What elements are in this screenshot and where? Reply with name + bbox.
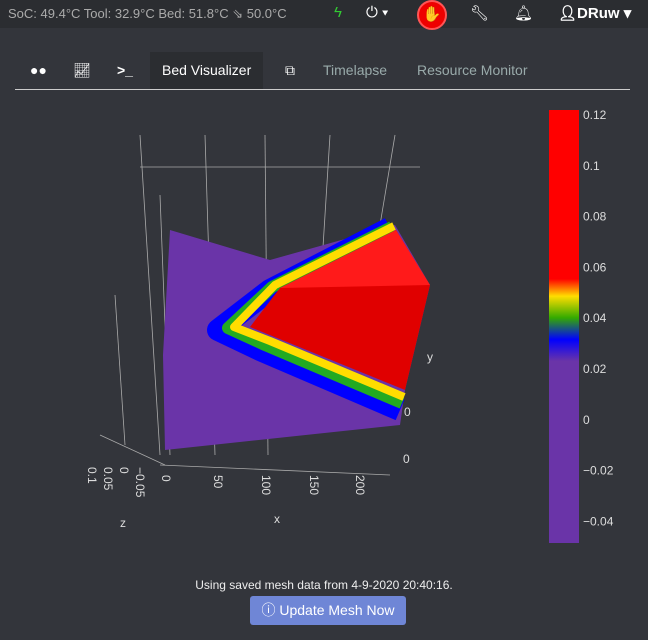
x-tick: 100 [259,475,273,495]
x-tick: 200 [353,475,367,495]
x-tick: 50 [211,475,225,489]
surface-band [207,218,406,421]
power-icon[interactable]: ⏻ ▾ [366,4,389,21]
colorbar-tick: 0.06 [583,260,607,274]
bell-icon[interactable]: 🔔︎ [514,5,534,22]
z-tick: −0.05 [133,467,147,498]
colorbar-tick: 0.04 [583,311,607,325]
y-tick: 0 [404,405,411,419]
z-tick: 0.1 [85,467,99,484]
stop-hand-icon[interactable]: ✋ [417,0,447,30]
x-tick: 150 [307,475,321,495]
top-navbar: SoC: 49.4°C Tool: 32.9°C Bed: 51.8°C ⇘ 5… [0,0,648,30]
colorbar-tick: 0 [583,413,590,427]
user-icon: 👤︎ [558,5,578,22]
x-axis-label: x [274,512,280,526]
y-axis-label: y [427,350,433,364]
tab-bed-visualizer[interactable]: Bed Visualizer [150,52,264,89]
tab-bar: ●● 📈︎ >_ Bed Visualizer ⧉ Timelapse Reso… [15,52,630,90]
tab-control-icon[interactable]: ●● [30,62,47,78]
update-mesh-button[interactable]: ⓘ Update Mesh Now [250,596,406,625]
tab-terminal-icon[interactable]: >_ [117,62,133,78]
mesh-data-note: Using saved mesh data from 4-9-2020 20:4… [195,578,453,592]
surface-high-top [280,230,430,288]
colorbar-tick: −0.02 [583,464,614,478]
x-tick: 0 [159,475,173,482]
tab-timelapse[interactable]: Timelapse [323,62,388,78]
colorbar-tick: 0.1 [583,159,600,173]
tab-gcode-viewer-icon[interactable]: ⧉ [285,62,295,78]
wrench-icon[interactable]: 🔧︎ [470,5,490,22]
z-axis-label: z [120,516,126,530]
info-icon: ⓘ [261,602,280,618]
bed-mesh-3d-plot[interactable]: 0.12 0.1 0.08 0.06 0.04 0.02 0 −0.02 −0.04 0 50 10… [0,95,648,575]
temperature-status: SoC: 49.4°C Tool: 32.9°C Bed: 51.8°C ⇘ 5… [8,6,287,21]
z-tick: 0 [117,467,131,474]
colorbar [549,110,579,543]
colorbar-tick: 0.02 [583,362,607,376]
colorbar-tick: −0.04 [583,514,614,528]
tab-resource-monitor[interactable]: Resource Monitor [417,62,528,78]
z-tick: 0.05 [101,467,115,491]
tab-graph-icon[interactable]: 📈︎ [73,62,91,78]
user-menu[interactable]: 👤︎DRuw ▾ [558,5,632,22]
bolt-icon: ϟ [334,4,342,21]
colorbar-tick: 0.12 [583,108,607,122]
y-tick: 0 [403,452,410,466]
colorbar-tick: 0.08 [583,210,607,224]
